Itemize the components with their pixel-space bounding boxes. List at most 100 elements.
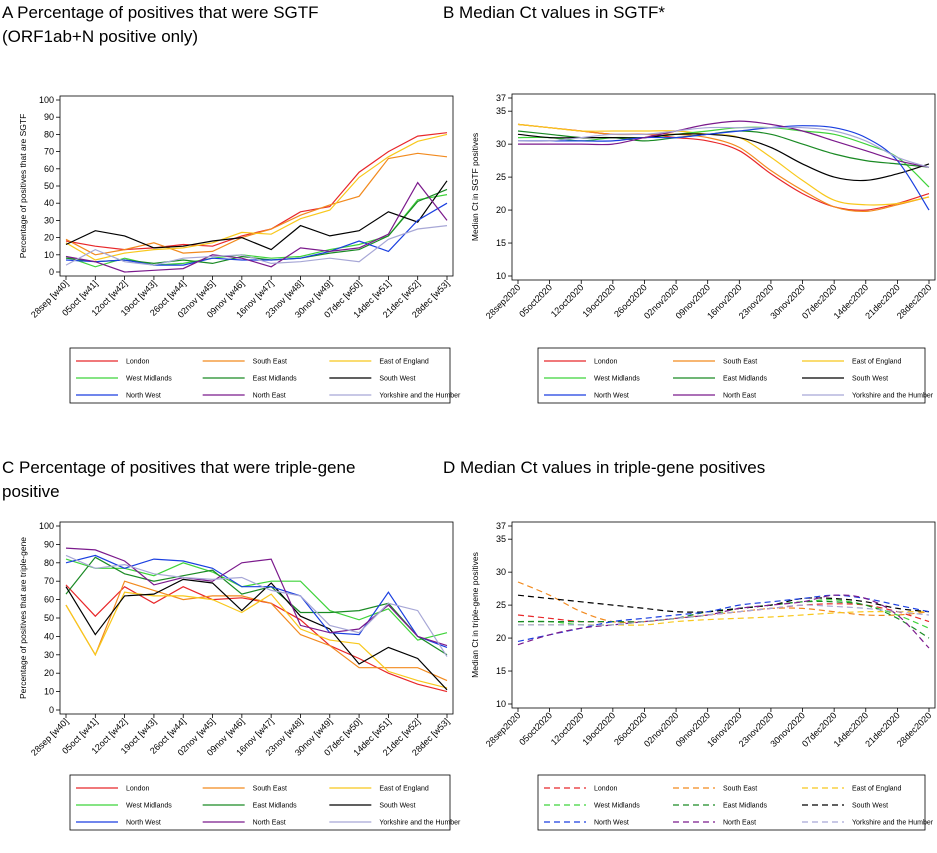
y-tick-label: 40	[44, 631, 54, 641]
x-tick-label: 28dec2020	[895, 282, 934, 321]
y-tick-label: 80	[44, 129, 54, 139]
series-line-yorkshire-and-the-humber	[517, 126, 930, 168]
panel-c: C Percentage of positives that were trip…	[2, 458, 461, 831]
y-tick-label: 20	[44, 233, 54, 243]
legend-box	[537, 774, 926, 831]
series-line-east-midlands	[65, 188, 448, 265]
plot-frame	[511, 521, 936, 709]
y-tick-label: 100	[39, 521, 54, 531]
series-line-west-midlands	[65, 194, 448, 268]
series-line-south-west	[65, 180, 448, 251]
series-line-north-west	[518, 125, 930, 211]
panel-title: positive	[2, 482, 60, 501]
y-tick-label: 10	[44, 687, 54, 697]
panel-b: B Median Ct values in SGTF* 10 15 20 25 30 35 3…	[443, 3, 936, 404]
series-line-east-midlands	[517, 130, 930, 168]
legend-label: South West	[852, 803, 888, 810]
y-tick-label: 20	[496, 205, 506, 215]
legend-label: West Midlands	[126, 376, 172, 383]
y-tick-label: 20	[44, 668, 54, 678]
y-tick-label: 60	[44, 164, 54, 174]
y-tick-label: 30	[44, 215, 54, 225]
y-tick-label: 30	[496, 139, 506, 149]
y-tick-label: 50	[44, 613, 54, 623]
legend-box	[69, 774, 451, 831]
legend-label: South West	[852, 376, 888, 383]
legend-label: Yorkshire and the Humber	[379, 820, 461, 827]
y-tick-label: 15	[496, 666, 506, 676]
legend-label: South East	[253, 359, 287, 366]
y-tick-label: 30	[496, 567, 506, 577]
x-tick-label: 05oct2020	[517, 282, 554, 319]
legend-label: North East	[253, 393, 286, 400]
legend-label: North East	[723, 393, 756, 400]
y-tick-label: 0	[49, 267, 54, 277]
legend-box	[537, 347, 926, 404]
y-tick-label: 10	[496, 699, 506, 709]
legend-label: East Midlands	[253, 803, 297, 810]
y-tick-label: 25	[496, 600, 506, 610]
legend-label: South West	[379, 803, 415, 810]
panel-a: A Percentage of positives that were SGTF…	[2, 3, 461, 404]
series-line-north-east	[65, 181, 448, 273]
y-tick-label: 10	[44, 250, 54, 260]
y-tick-label: 37	[496, 93, 506, 103]
series-line-north-east	[517, 594, 930, 649]
x-tick-label: 28dec2020	[895, 710, 934, 749]
series-line-west-midlands	[517, 126, 930, 188]
x-tick-label: 28sep2020	[484, 710, 523, 749]
legend-label: East of England	[379, 786, 429, 793]
legend-label: North West	[126, 393, 161, 400]
series-line-yorkshire-and-the-humber	[65, 554, 448, 657]
series-line-london	[65, 132, 448, 251]
legend-label: London	[594, 786, 617, 793]
series-line-yorkshire-and-the-humber	[65, 225, 448, 266]
y-axis-label: Median Ct in triple-gene positives	[470, 552, 480, 678]
series-line-london	[65, 584, 448, 693]
y-tick-label: 90	[44, 539, 54, 549]
y-tick-label: 35	[496, 106, 506, 116]
x-tick-label: 12oct2020	[549, 282, 586, 319]
x-tick-label: 05oct2020	[517, 710, 554, 747]
legend-label: East of England	[379, 359, 429, 366]
legend-label: Yorkshire and the Humber	[852, 820, 934, 827]
y-tick-label: 70	[44, 147, 54, 157]
y-tick-label: 30	[44, 650, 54, 660]
series-line-south-west	[517, 594, 930, 613]
legend-label: South East	[723, 786, 757, 793]
panel-title: A Percentage of positives that were SGTF	[2, 3, 319, 22]
plot-frame	[59, 521, 454, 715]
legend-label: North West	[594, 393, 629, 400]
y-tick-label: 10	[496, 271, 506, 281]
y-tick-label: 70	[44, 576, 54, 586]
panel-title: B Median Ct values in SGTF*	[443, 3, 665, 22]
series-line-south-east	[65, 580, 448, 682]
legend-label: South East	[723, 359, 757, 366]
series-line-east-midlands	[65, 556, 448, 656]
plot-frame	[511, 93, 936, 281]
legend-label: North West	[126, 820, 161, 827]
series-line-north-west	[65, 554, 448, 648]
y-tick-label: 60	[44, 595, 54, 605]
legend-label: West Midlands	[126, 803, 172, 810]
y-tick-label: 0	[49, 705, 54, 715]
y-tick-label: 37	[496, 521, 506, 531]
panel-title: (ORF1ab+N positive only)	[2, 27, 198, 46]
series-line-south-west	[65, 578, 448, 691]
series-line-east-of-england	[517, 123, 930, 206]
series-line-north-west	[65, 202, 448, 266]
y-axis-label: Percentage of positives that are SGTF	[18, 114, 28, 259]
y-tick-label: 15	[496, 238, 506, 248]
series-line-south-east	[517, 581, 930, 624]
legend-label: London	[126, 786, 149, 793]
legend-label: East of England	[852, 359, 902, 366]
y-tick-label: 40	[44, 198, 54, 208]
legend-label: West Midlands	[594, 803, 640, 810]
x-tick-label: 19oct2020	[580, 282, 617, 319]
legend-label: West Midlands	[594, 376, 640, 383]
legend-label: Yorkshire and the Humber	[379, 393, 461, 400]
x-tick-label: 28sep2020	[484, 282, 523, 321]
y-tick-label: 80	[44, 558, 54, 568]
y-axis-label: Median Ct in SGTF positives	[470, 133, 480, 241]
y-tick-label: 90	[44, 112, 54, 122]
